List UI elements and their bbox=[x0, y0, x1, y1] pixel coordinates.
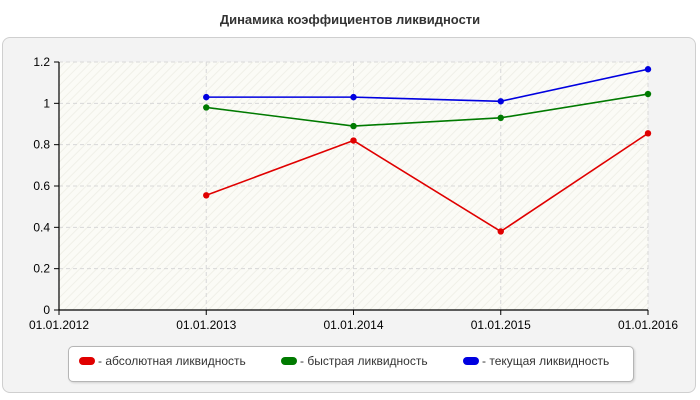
legend-item-absolute[interactable]: - абсолютная ликвидность bbox=[79, 354, 246, 368]
y-tick-label: 0.6 bbox=[33, 179, 50, 193]
x-tick-label: 01.01.2014 bbox=[323, 318, 383, 332]
series-point-2[interactable] bbox=[644, 66, 652, 73]
x-tick-labels: 01.01.2012 01.01.2013 01.01.2014 01.01.2015… bbox=[29, 318, 678, 332]
chart-title: Динамика коэффициентов ликвидности bbox=[219, 12, 481, 27]
series-line-0 bbox=[205, 132, 649, 233]
y-tick-label: 1.2 bbox=[33, 55, 50, 69]
legend-item-quick[interactable]: - быстрая ликвидность bbox=[281, 354, 428, 368]
legend-label-current: - текущая ликвидность bbox=[482, 354, 610, 368]
legend-item-current[interactable]: - текущая ликвидность bbox=[463, 354, 609, 368]
legend-swatch-absolute bbox=[79, 357, 95, 365]
series-point-1[interactable] bbox=[350, 122, 357, 130]
series-point-1[interactable] bbox=[644, 90, 652, 98]
y-tick-label: 0.8 bbox=[33, 138, 50, 152]
series-point-1[interactable] bbox=[203, 104, 210, 111]
series-line-2 bbox=[206, 68, 649, 103]
grid-lines bbox=[59, 61, 649, 310]
legend-swatch-current bbox=[463, 357, 479, 365]
series-point-1[interactable] bbox=[497, 114, 504, 122]
legend-swatch-quick bbox=[281, 357, 297, 365]
series-point-2[interactable] bbox=[203, 93, 210, 101]
axes bbox=[54, 61, 649, 315]
y-tick-labels: 0 0.2 0.4 0.6 0.8 1 1.2 bbox=[33, 55, 50, 317]
series-point-0[interactable] bbox=[203, 192, 210, 199]
x-tick-label: 01.01.2013 bbox=[176, 318, 236, 332]
y-tick-label: 1 bbox=[43, 96, 50, 110]
series-point-0[interactable] bbox=[350, 137, 357, 144]
series-point-0[interactable] bbox=[644, 130, 652, 137]
x-tick-label: 01.01.2016 bbox=[618, 318, 678, 332]
y-tick-label: 0 bbox=[43, 303, 50, 317]
series-line-1 bbox=[206, 93, 649, 127]
x-tick-label: 01.01.2012 bbox=[29, 318, 89, 332]
x-tick-label: 01.01.2015 bbox=[471, 318, 531, 332]
y-tick-label: 0.2 bbox=[33, 262, 50, 276]
legend-label-quick: - быстрая ликвидность bbox=[300, 354, 428, 368]
series-point-2[interactable] bbox=[350, 93, 357, 101]
legend-label-absolute: - абсолютная ликвидность bbox=[98, 354, 246, 368]
legend: - абсолютная ликвидность - быстрая ликви… bbox=[68, 346, 634, 382]
series-lines bbox=[203, 66, 652, 235]
y-tick-label: 0.4 bbox=[33, 220, 50, 234]
series-point-0[interactable] bbox=[497, 228, 504, 235]
series-point-2[interactable] bbox=[497, 98, 504, 105]
